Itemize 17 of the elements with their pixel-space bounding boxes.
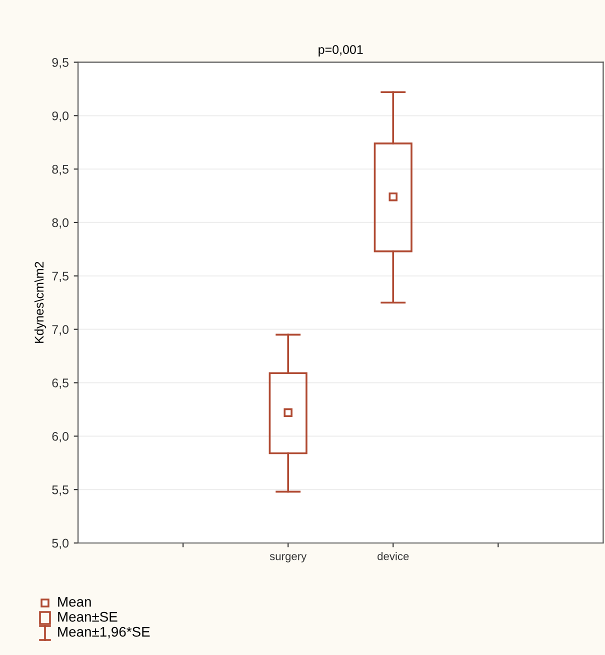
x-tick-label: device bbox=[378, 552, 409, 560]
text: Mean±1,96*SE bbox=[58, 626, 150, 638]
y-tick-label: 9,5 bbox=[52, 58, 68, 68]
y-axis-title: Kdynes\cm\m2 bbox=[34, 262, 46, 343]
y-tick-label: 8,0 bbox=[52, 218, 69, 229]
y-tick-label: 8,5 bbox=[52, 164, 68, 176]
y-tick-label: 6,0 bbox=[52, 432, 69, 442]
y-tick-label: 9,0 bbox=[52, 111, 69, 122]
y-tick-label: 6,5 bbox=[52, 378, 68, 389]
text: Mean bbox=[58, 597, 91, 607]
y-tick-label: 5,5 bbox=[52, 486, 68, 496]
chart-title: p=0,001 bbox=[318, 45, 363, 56]
text: Mean±SE bbox=[58, 612, 118, 622]
x-tick-label: surgery bbox=[270, 554, 307, 562]
y-tick-label: 5,0 bbox=[52, 538, 69, 550]
y-tick-label: 7,0 bbox=[52, 325, 69, 336]
y-tick-label: 7,5 bbox=[52, 272, 68, 282]
